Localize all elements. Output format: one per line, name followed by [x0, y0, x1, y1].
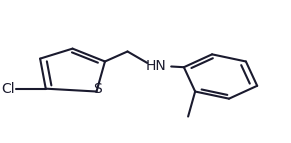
Text: Cl: Cl: [1, 82, 15, 96]
Text: HN: HN: [145, 59, 166, 73]
Text: S: S: [93, 82, 102, 96]
